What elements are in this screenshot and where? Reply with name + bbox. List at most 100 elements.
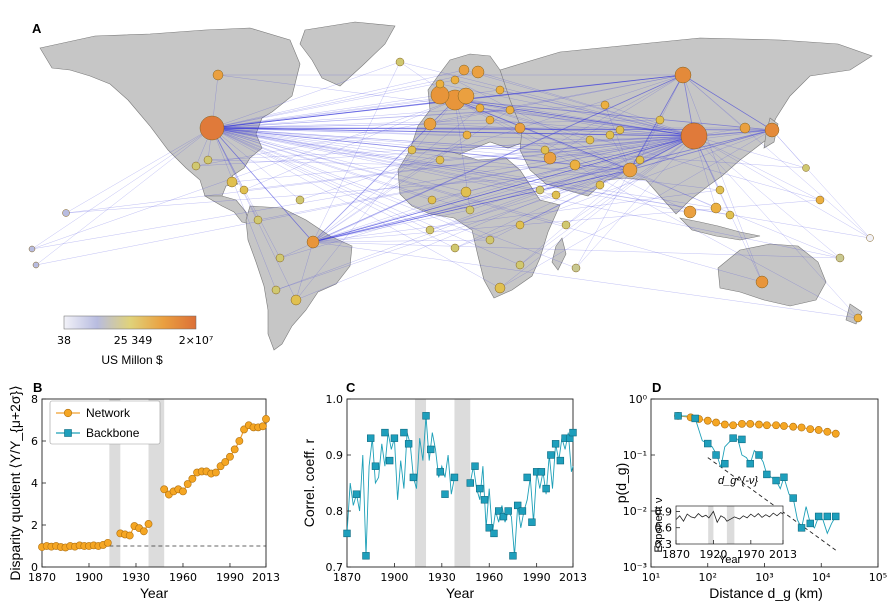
country-node — [203, 155, 213, 165]
inset-frame — [675, 505, 784, 545]
country-node — [514, 122, 526, 134]
backbone-point — [509, 552, 517, 560]
country-node — [275, 253, 285, 263]
country-node — [853, 313, 863, 323]
trade-edge — [629, 169, 717, 209]
backbone-point — [476, 484, 484, 493]
trade-edge — [463, 69, 695, 137]
panel-b-legend: Network Backbone — [49, 400, 161, 445]
network-point — [103, 538, 112, 547]
panel-d-xtick: 10³ — [755, 571, 773, 584]
backbone-point — [704, 439, 712, 448]
inset-ytick: 0.9 — [655, 505, 673, 518]
panel-d-markers — [674, 411, 840, 532]
backbone-point — [691, 414, 699, 423]
trade-edge — [65, 169, 631, 214]
inset-line — [675, 510, 784, 524]
panel-b-xlabel: Year — [140, 585, 169, 601]
backbone-point — [797, 524, 806, 532]
country-node — [462, 130, 472, 140]
backbone-point — [518, 507, 527, 515]
exponent-line — [675, 510, 784, 524]
backbone-point — [404, 440, 413, 448]
backbone-point — [466, 479, 474, 487]
backbone-point — [490, 529, 498, 538]
panel-d-label: D — [652, 380, 661, 395]
trade-edge — [312, 241, 841, 259]
backbone-point — [495, 507, 503, 515]
country-node — [395, 57, 405, 67]
panel-b-ytick: 6 — [31, 435, 38, 448]
country-node — [543, 151, 557, 165]
country-node — [561, 220, 571, 230]
legend-network-label: Network — [86, 406, 131, 420]
country-node — [253, 215, 263, 225]
trade-edge — [439, 129, 773, 161]
country-node — [212, 69, 224, 81]
trade-edge — [211, 127, 259, 221]
panel-d-yticks: 10⁻³ 10⁻² 10⁻¹ 10⁰ — [623, 393, 655, 574]
network-point — [230, 445, 239, 454]
panel-c-xtick: 1930 — [428, 571, 456, 584]
trade-edge — [211, 127, 763, 283]
landmass-australia — [717, 243, 827, 307]
country-node — [569, 159, 581, 171]
network-point — [729, 421, 738, 430]
trade-edge — [682, 74, 763, 283]
trade-edge — [275, 135, 695, 291]
trade-edge — [195, 135, 695, 167]
power-law-guide — [707, 457, 836, 551]
trade-edge — [489, 135, 695, 241]
backbone-point — [362, 552, 370, 560]
backbone-point — [746, 459, 754, 468]
trade-edge — [211, 127, 721, 191]
backbone-line — [346, 415, 455, 556]
network-point — [703, 416, 712, 425]
panel-b-xtick: 1900 — [75, 571, 103, 584]
backbone-point — [390, 434, 399, 442]
trade-edge — [519, 169, 631, 266]
panel-c-xticks: 1870 1900 1930 1960 1990 2013 — [333, 563, 587, 584]
trade-edge — [312, 169, 631, 243]
trade-edge — [211, 127, 871, 239]
trade-edge — [693, 135, 821, 201]
landmass-madagascar — [551, 237, 567, 271]
trade-edge — [411, 135, 695, 151]
backbone-point — [528, 518, 536, 526]
trade-edge — [211, 127, 277, 291]
network-point — [179, 487, 187, 496]
trade-edge — [312, 164, 576, 243]
backbone-point — [523, 473, 531, 482]
panel-d-xtick: 10¹ — [642, 571, 660, 584]
trade-edges — [31, 61, 871, 319]
trade-edge — [243, 135, 695, 191]
trade-edge — [312, 209, 471, 243]
country-node — [485, 235, 495, 245]
trade-edge — [312, 189, 721, 243]
backbone-point — [755, 451, 763, 459]
country-node — [551, 190, 561, 200]
country-node — [635, 155, 645, 165]
network-point — [831, 429, 840, 438]
trade-edge — [312, 191, 467, 243]
landmass-indonesia — [679, 217, 761, 241]
trade-edge — [454, 99, 859, 319]
backbone-point — [513, 501, 522, 510]
backbone-point — [729, 434, 737, 442]
trade-edge — [65, 127, 213, 214]
country-node — [585, 135, 595, 145]
trade-edge — [693, 135, 871, 239]
panel-d-ytick: 10⁻¹ — [623, 449, 647, 462]
panel-b-ytick: 0 — [31, 561, 38, 574]
country-node — [450, 243, 460, 253]
backbone-point — [721, 459, 729, 468]
trade-edge — [519, 135, 695, 226]
trade-edge — [693, 135, 807, 169]
country-node — [739, 122, 751, 134]
backbone-point — [547, 451, 555, 459]
inset-war-shading — [676, 506, 783, 544]
panel-b-xticks: 1870 1900 1930 1960 1990 2013 — [28, 563, 280, 584]
trade-edge — [429, 169, 631, 231]
trade-edge — [454, 99, 691, 213]
country-node — [271, 285, 281, 295]
